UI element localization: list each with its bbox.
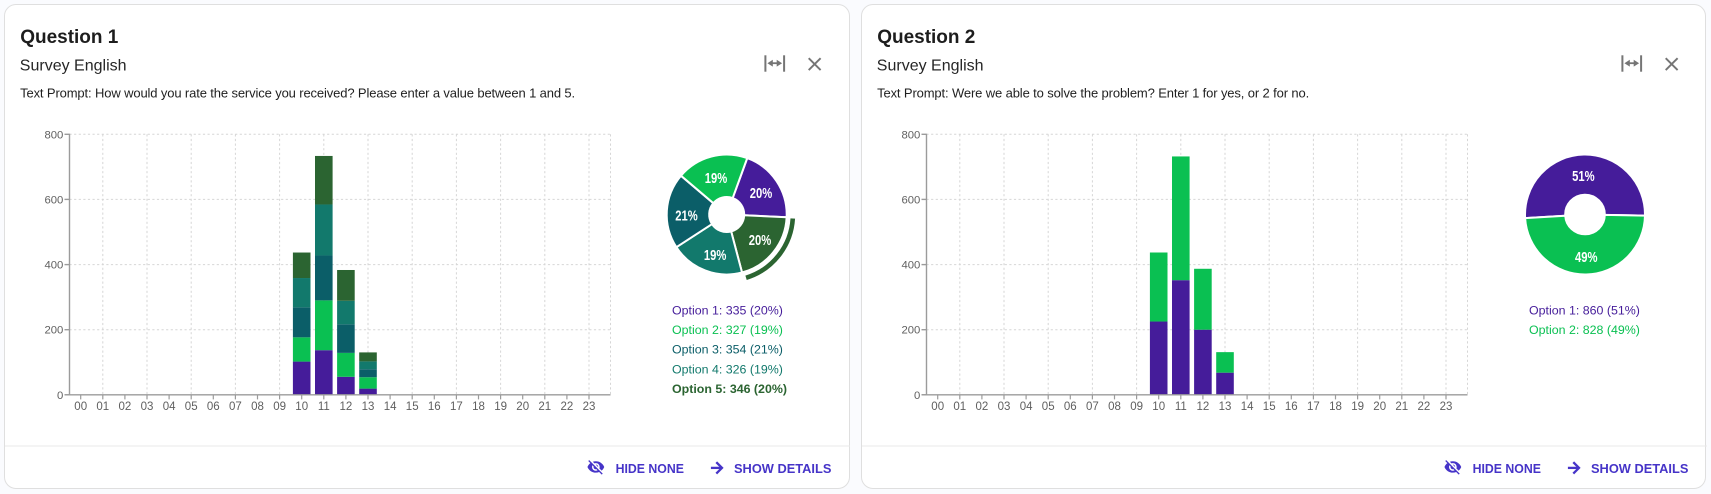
svg-text:19: 19 (494, 401, 507, 413)
svg-text:04: 04 (163, 401, 176, 413)
svg-text:12: 12 (1196, 401, 1209, 413)
svg-text:51%: 51% (1572, 169, 1595, 185)
svg-text:0: 0 (914, 390, 920, 402)
svg-text:05: 05 (185, 401, 198, 413)
svg-text:05: 05 (1041, 401, 1054, 413)
svg-text:09: 09 (1130, 401, 1143, 413)
svg-text:11: 11 (1174, 401, 1186, 413)
svg-text:HIDE NONE: HIDE NONE (616, 461, 685, 476)
svg-text:20%: 20% (749, 233, 772, 249)
svg-text:Option 3: 354 (21%): Option 3: 354 (21%) (672, 343, 783, 357)
svg-text:03: 03 (141, 401, 154, 413)
svg-text:800: 800 (901, 129, 920, 141)
svg-text:600: 600 (901, 194, 920, 206)
svg-text:Question 2: Question 2 (877, 27, 975, 48)
svg-text:01: 01 (953, 401, 966, 413)
svg-text:18: 18 (472, 401, 485, 413)
svg-text:13: 13 (1218, 401, 1231, 413)
svg-text:23: 23 (1439, 401, 1452, 413)
svg-text:16: 16 (1284, 401, 1297, 413)
svg-text:Text Prompt: Were we able to s: Text Prompt: Were we able to solve the p… (877, 86, 1309, 101)
svg-text:02: 02 (119, 401, 132, 413)
svg-text:Option 1: 860 (51%): Option 1: 860 (51%) (1529, 304, 1640, 318)
svg-text:600: 600 (44, 194, 63, 206)
svg-text:400: 400 (901, 260, 920, 272)
svg-text:12: 12 (340, 401, 353, 413)
svg-text:14: 14 (384, 401, 397, 413)
svg-text:0: 0 (57, 390, 63, 402)
svg-text:22: 22 (561, 401, 574, 413)
svg-text:20: 20 (516, 401, 529, 413)
svg-text:200: 200 (44, 325, 63, 337)
svg-text:00: 00 (74, 401, 87, 413)
svg-text:Question 1: Question 1 (20, 27, 119, 48)
svg-text:Survey English: Survey English (20, 57, 127, 74)
svg-text:15: 15 (406, 401, 419, 413)
svg-text:09: 09 (273, 401, 286, 413)
svg-text:11: 11 (318, 401, 330, 413)
svg-text:21: 21 (538, 401, 551, 413)
svg-text:00: 00 (931, 401, 944, 413)
svg-text:22: 22 (1417, 401, 1430, 413)
svg-text:21: 21 (1395, 401, 1408, 413)
svg-text:14: 14 (1240, 401, 1253, 413)
svg-text:10: 10 (295, 401, 308, 413)
svg-text:08: 08 (251, 401, 264, 413)
svg-text:21%: 21% (675, 208, 698, 224)
svg-text:20%: 20% (750, 186, 773, 202)
svg-text:07: 07 (229, 401, 242, 413)
svg-text:07: 07 (1086, 401, 1099, 413)
svg-text:03: 03 (997, 401, 1010, 413)
svg-text:15: 15 (1262, 401, 1275, 413)
svg-text:18: 18 (1329, 401, 1342, 413)
svg-text:17: 17 (450, 401, 463, 413)
svg-text:19: 19 (1351, 401, 1364, 413)
svg-text:49%: 49% (1574, 250, 1597, 266)
svg-text:19%: 19% (704, 248, 727, 264)
svg-text:20: 20 (1373, 401, 1386, 413)
svg-text:06: 06 (207, 401, 220, 413)
svg-text:Option 2: 828 (49%): Option 2: 828 (49%) (1529, 323, 1640, 337)
svg-text:04: 04 (1019, 401, 1032, 413)
svg-text:800: 800 (44, 129, 63, 141)
svg-text:10: 10 (1152, 401, 1165, 413)
svg-text:Option 2: 327 (19%): Option 2: 327 (19%) (672, 323, 783, 337)
svg-text:16: 16 (428, 401, 441, 413)
svg-text:Option 5: 346 (20%): Option 5: 346 (20%) (672, 382, 787, 396)
svg-text:01: 01 (96, 401, 109, 413)
svg-text:17: 17 (1307, 401, 1320, 413)
svg-text:06: 06 (1063, 401, 1076, 413)
svg-text:400: 400 (44, 260, 63, 272)
svg-text:Text Prompt: How would you rat: Text Prompt: How would you rate the serv… (20, 86, 575, 101)
svg-text:SHOW DETAILS: SHOW DETAILS (1591, 461, 1689, 476)
svg-text:Option 1: 335 (20%): Option 1: 335 (20%) (672, 304, 783, 318)
svg-text:Survey English: Survey English (876, 57, 983, 74)
svg-text:08: 08 (1108, 401, 1121, 413)
svg-text:13: 13 (362, 401, 375, 413)
svg-text:200: 200 (901, 325, 920, 337)
svg-text:19%: 19% (705, 171, 728, 187)
svg-text:SHOW DETAILS: SHOW DETAILS (734, 461, 832, 476)
svg-text:23: 23 (583, 401, 596, 413)
svg-text:02: 02 (975, 401, 988, 413)
svg-text:Option 4: 326 (19%): Option 4: 326 (19%) (672, 362, 783, 376)
svg-text:HIDE NONE: HIDE NONE (1472, 461, 1541, 476)
